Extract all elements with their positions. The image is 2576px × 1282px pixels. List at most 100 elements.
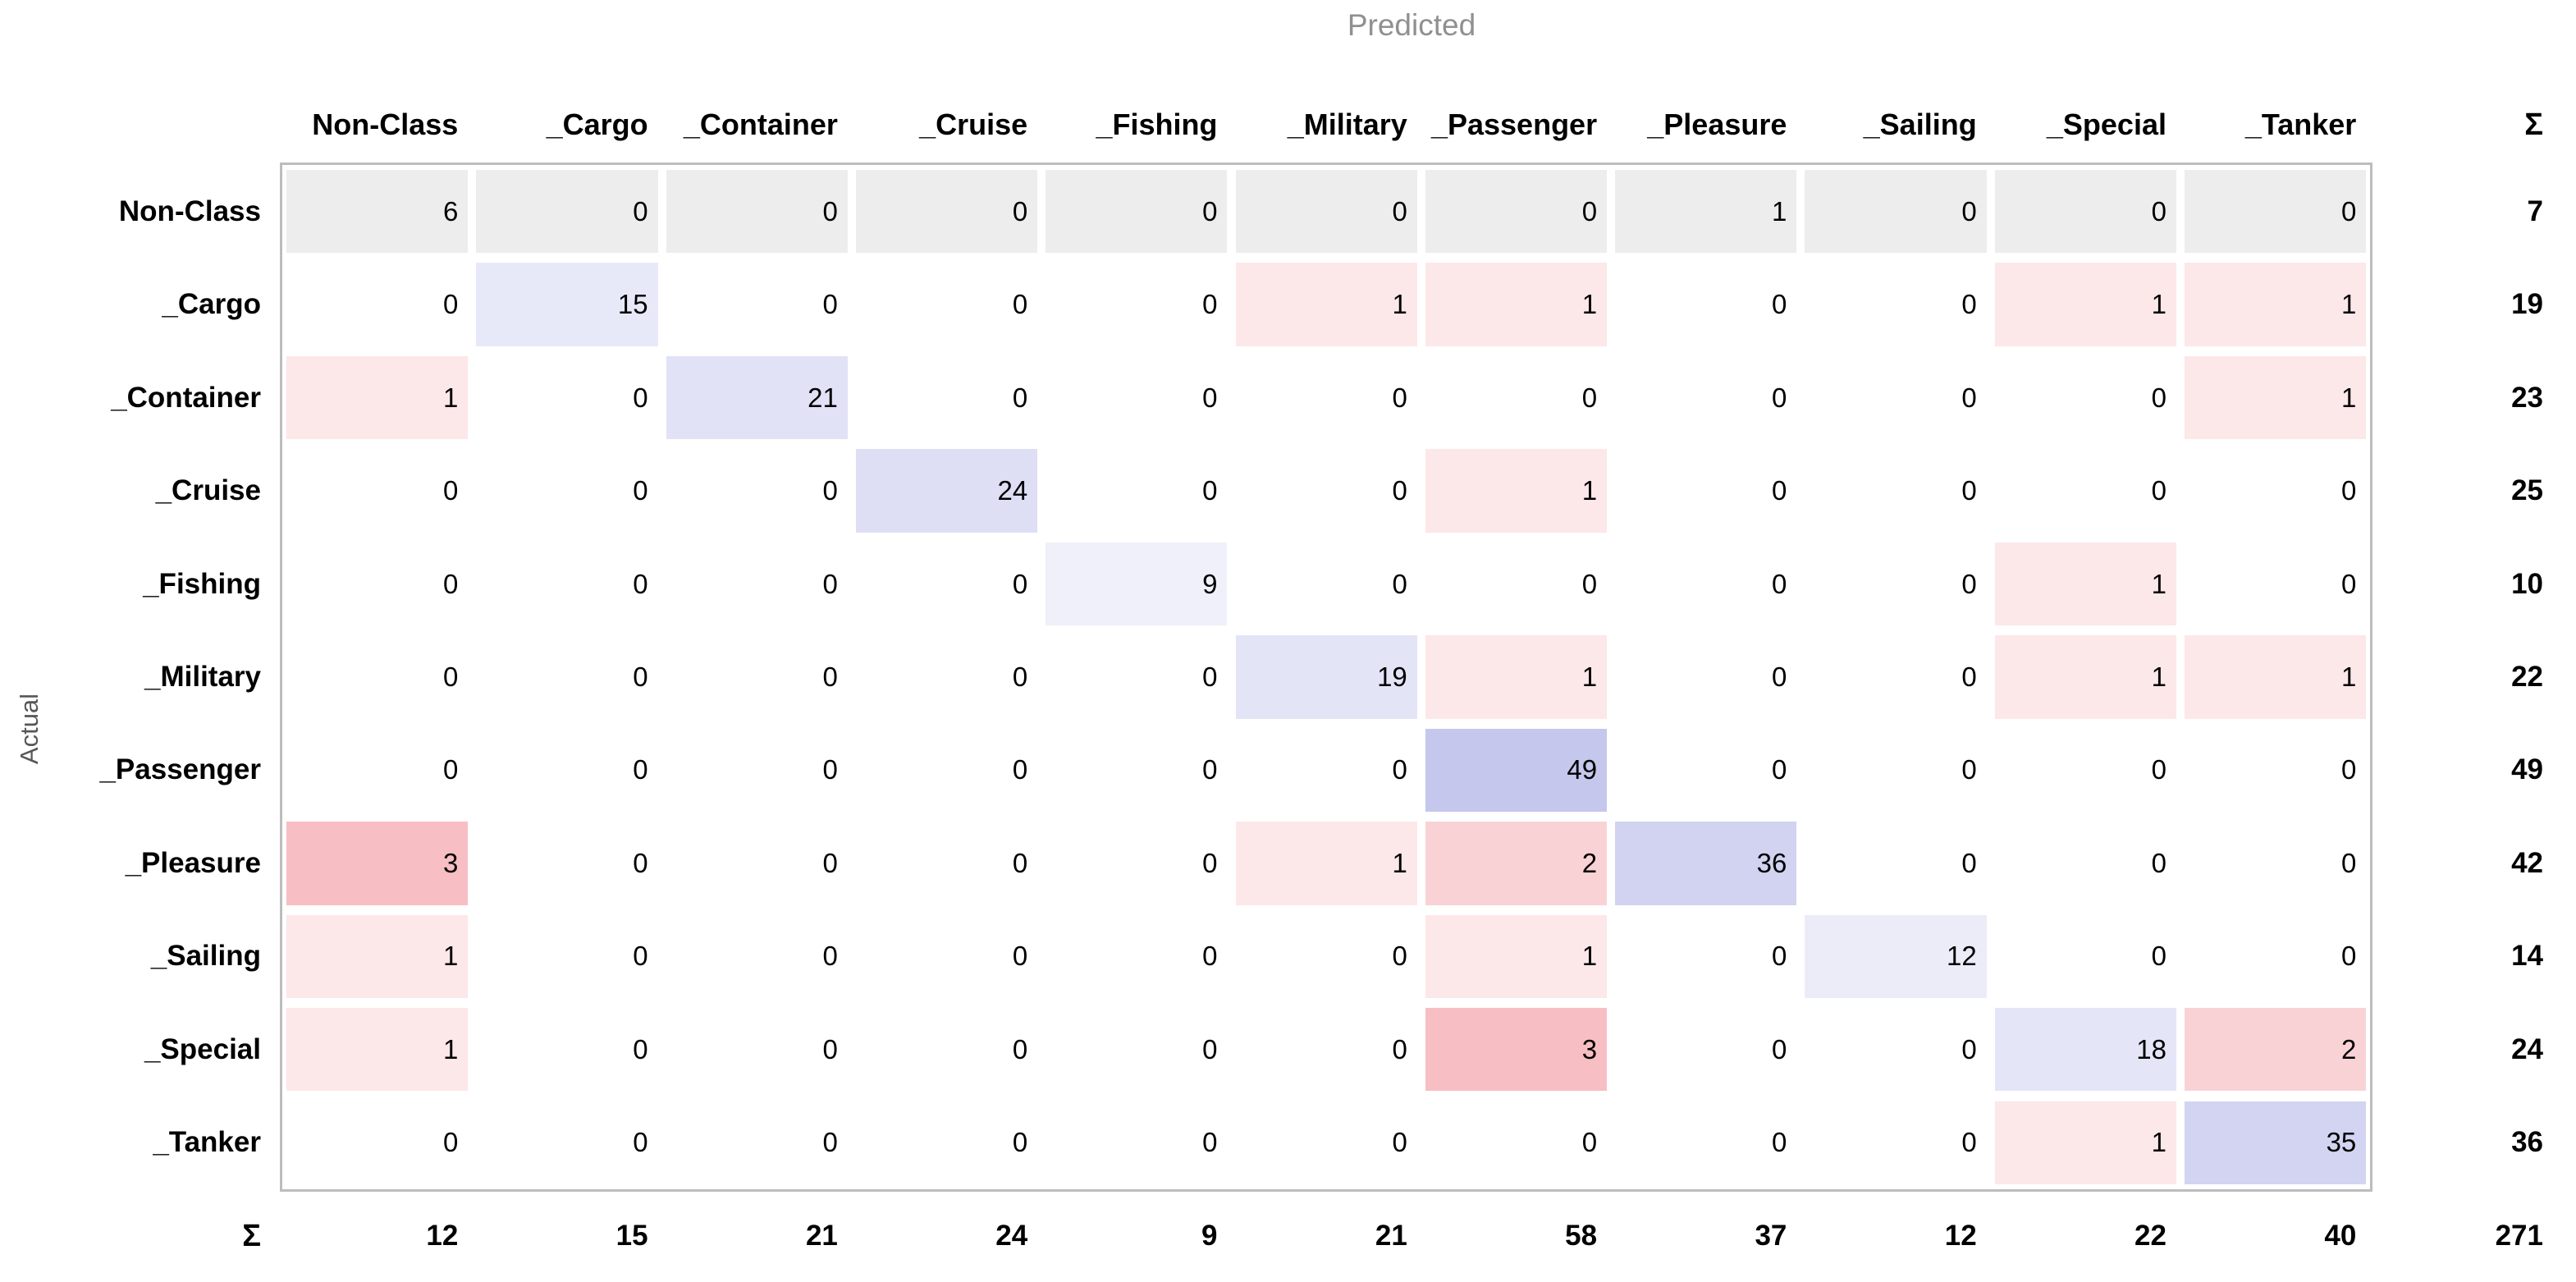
matrix-cell: 0: [1994, 914, 2176, 999]
matrix-cell: 0: [1805, 355, 1987, 440]
matrix-cell: 0: [1615, 728, 1797, 813]
col-header-_Tanker: _Tanker: [2244, 108, 2357, 141]
col-sum: 40: [2324, 1220, 2357, 1252]
col-header-_Passenger: _Passenger: [1430, 108, 1598, 141]
row-label-_Special: _Special: [144, 1032, 261, 1065]
matrix-cell: 18: [1994, 1008, 2176, 1092]
matrix-cell: 19: [1235, 635, 1417, 719]
matrix-cell: 15: [476, 263, 658, 346]
matrix-cell: 0: [1805, 635, 1987, 719]
matrix-cell: 1: [1615, 170, 1797, 254]
matrix-cell: 0: [855, 355, 1038, 440]
matrix-cell: 1: [1235, 263, 1417, 346]
col-sum: 12: [426, 1220, 459, 1252]
matrix-cell: 0: [666, 449, 848, 533]
col-sum: 12: [1944, 1220, 1977, 1252]
col-sum: 22: [2134, 1220, 2166, 1252]
matrix-cell: 3: [1425, 1008, 1608, 1092]
matrix-cell: 0: [286, 449, 469, 533]
matrix-cell: 0: [855, 263, 1038, 346]
matrix-cell: 0: [666, 728, 848, 813]
matrix-cell: 0: [1235, 728, 1417, 813]
matrix-cell: 0: [286, 635, 469, 719]
matrix-cell: 0: [1615, 1101, 1797, 1184]
row-sum: 23: [2511, 381, 2543, 414]
matrix-cell: 0: [666, 822, 848, 905]
matrix-cell: 12: [1805, 914, 1987, 999]
matrix-cell: 1: [286, 914, 469, 999]
matrix-cell: 0: [1805, 542, 1987, 626]
row-label-_Sailing: _Sailing: [150, 940, 261, 973]
matrix-cell: 0: [1235, 1008, 1417, 1092]
matrix-cell: 1: [1425, 263, 1608, 346]
matrix-cell: 0: [286, 263, 469, 346]
matrix-cell: 0: [1615, 1008, 1797, 1092]
row-sum: 22: [2511, 660, 2543, 693]
matrix-cell: 0: [1045, 355, 1228, 440]
col-sum: 21: [805, 1220, 838, 1252]
matrix-cell: 0: [1615, 914, 1797, 999]
matrix-cell: 0: [1045, 728, 1228, 813]
matrix-cell: 0: [476, 542, 658, 626]
matrix-cell: 0: [1235, 449, 1417, 533]
matrix-cell: 0: [476, 1101, 658, 1184]
row-label-_Cargo: _Cargo: [162, 288, 261, 321]
matrix-cell: 1: [2185, 635, 2367, 719]
matrix-cell: 0: [476, 728, 658, 813]
matrix-cell: 0: [855, 635, 1038, 719]
matrix-cell: 0: [476, 1008, 658, 1092]
matrix-cell: 0: [1235, 914, 1417, 999]
matrix-cell: 0: [855, 728, 1038, 813]
matrix-cell: 1: [286, 355, 469, 440]
matrix-cell: 0: [855, 1008, 1038, 1092]
matrix-cell: 0: [1045, 1008, 1228, 1092]
matrix-cell: 0: [2185, 542, 2367, 626]
matrix-cell: 0: [1615, 263, 1797, 346]
sum-col-header: Σ: [2524, 107, 2543, 142]
matrix-cell: 0: [666, 263, 848, 346]
matrix-cell: 0: [666, 170, 848, 254]
col-header-_Military: _Military: [1287, 108, 1407, 141]
matrix-cell: 0: [1045, 449, 1228, 533]
matrix-cell: 0: [666, 1101, 848, 1184]
col-sum: 9: [1201, 1220, 1218, 1252]
row-label-_Military: _Military: [144, 660, 261, 693]
matrix-cell: 0: [476, 355, 658, 440]
matrix-cell: 0: [1425, 355, 1608, 440]
matrix-cell: 0: [1425, 1101, 1608, 1184]
row-sum: 19: [2511, 288, 2543, 321]
col-header-_Pleasure: _Pleasure: [1647, 108, 1787, 141]
matrix-cell: 0: [855, 822, 1038, 905]
col-header-_Cruise: _Cruise: [919, 108, 1028, 141]
matrix-cell: 0: [476, 822, 658, 905]
col-sum: 37: [1755, 1220, 1787, 1252]
col-sum: 21: [1375, 1220, 1407, 1252]
col-header-_Cargo: _Cargo: [546, 108, 648, 141]
row-label-_Cruise: _Cruise: [155, 474, 261, 507]
matrix-cell: 0: [1805, 449, 1987, 533]
matrix-cell: 0: [1045, 170, 1228, 254]
matrix-cell: 0: [1235, 542, 1417, 626]
matrix-cell: 0: [1615, 449, 1797, 533]
matrix-cell: 0: [286, 728, 469, 813]
row-label-_Container: _Container: [111, 381, 261, 414]
col-header-_Special: _Special: [2046, 108, 2166, 141]
matrix-cell: 0: [1615, 542, 1797, 626]
matrix-cell: 0: [1994, 170, 2176, 254]
row-sum: 14: [2511, 940, 2543, 973]
matrix-cell: 0: [2185, 822, 2367, 905]
row-label-_Tanker: _Tanker: [153, 1126, 261, 1159]
row-sum: 7: [2527, 195, 2543, 227]
matrix-cell: 0: [1045, 635, 1228, 719]
matrix-cell: 0: [1045, 914, 1228, 999]
matrix-cell: 0: [2185, 728, 2367, 813]
matrix-cell: 0: [855, 170, 1038, 254]
matrix-cell: 1: [1994, 263, 2176, 346]
matrix-cell: 1: [2185, 263, 2367, 346]
matrix-cell: 21: [666, 355, 848, 440]
matrix-cell: 0: [1235, 1101, 1417, 1184]
matrix-cell: 0: [1805, 170, 1987, 254]
matrix-cell: 0: [666, 542, 848, 626]
matrix-cell: 0: [1805, 1101, 1987, 1184]
sum-row-header: Σ: [242, 1218, 261, 1253]
